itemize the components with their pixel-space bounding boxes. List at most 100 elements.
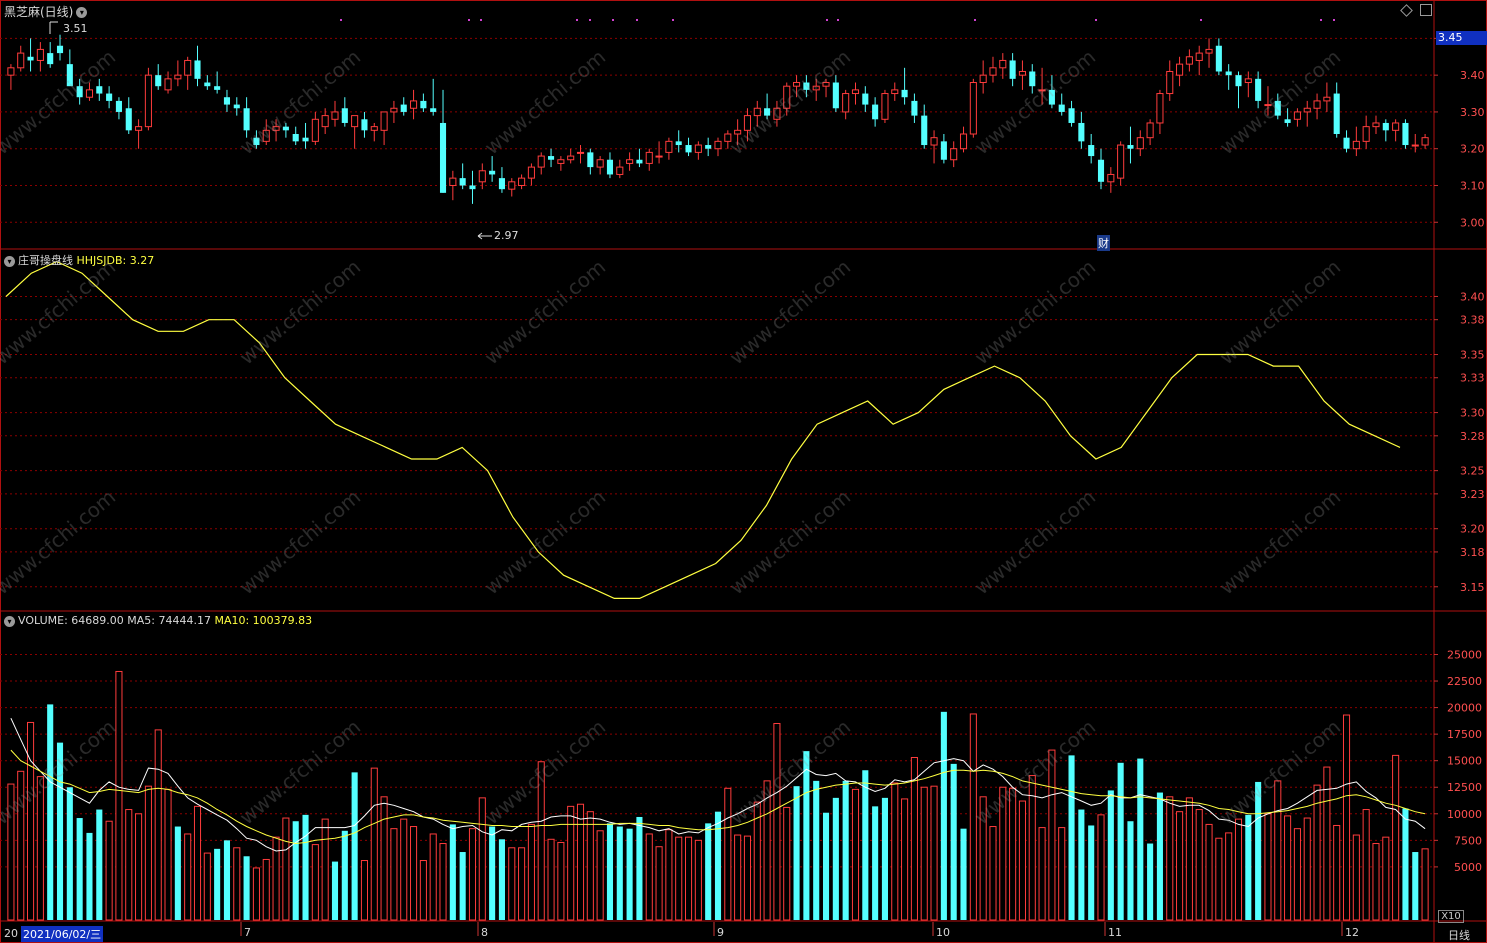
volume-bar	[763, 780, 771, 921]
dropdown-icon[interactable]: ▾	[76, 7, 88, 18]
volume-bar	[282, 817, 290, 921]
volume-bar	[803, 751, 810, 920]
candle-body	[537, 155, 545, 168]
candle	[27, 38, 34, 72]
candle-body	[1225, 71, 1232, 76]
candle-body	[969, 82, 977, 135]
finance-marker[interactable]: 财	[1097, 235, 1110, 251]
volume-bar	[1255, 781, 1262, 920]
candle	[1078, 111, 1085, 149]
volume-bar	[684, 836, 693, 921]
volume-bar	[1333, 824, 1341, 921]
candle-body	[685, 145, 692, 153]
candle-body	[243, 108, 250, 131]
candle-body	[1127, 145, 1134, 149]
candle-body	[645, 151, 653, 164]
candle	[204, 75, 211, 90]
candle-body	[56, 45, 64, 54]
indicator-dropdown-icon[interactable]: ▾	[4, 255, 15, 267]
candle-body	[292, 134, 299, 142]
volume-bar	[478, 797, 486, 921]
candle	[223, 89, 231, 112]
candle	[459, 163, 466, 190]
volume-tick-label: 20000	[1447, 702, 1482, 715]
indicator-tick-label: 3.23	[1460, 488, 1485, 501]
candle-body	[125, 108, 132, 131]
candle	[1215, 38, 1222, 76]
event-dot	[480, 19, 482, 21]
price-tick-label: 3.30	[1460, 106, 1485, 119]
candle-body	[822, 82, 830, 87]
indicator-header: ▾ 庄哥操盘线 HHJSJDB: 3.27	[4, 252, 154, 268]
candle	[812, 78, 820, 101]
indicator-tick-label: 3.33	[1460, 372, 1485, 385]
volume-bar	[1117, 762, 1124, 920]
volume-bar	[822, 812, 830, 920]
candle	[1009, 53, 1016, 87]
candle	[989, 56, 997, 83]
price-tick-label: 3.20	[1460, 143, 1485, 156]
candle	[1313, 93, 1321, 120]
candle	[862, 86, 869, 112]
volume-bar	[135, 813, 143, 921]
volume-bar	[144, 785, 152, 921]
volume-bar	[1018, 800, 1026, 921]
volume-bar	[851, 788, 860, 921]
candle	[508, 178, 516, 197]
candle	[292, 126, 299, 146]
volume-bar	[626, 828, 633, 920]
volume-bar	[576, 803, 585, 921]
candle	[1068, 100, 1075, 127]
window-box-icon[interactable]	[1420, 4, 1432, 16]
candle-body	[420, 100, 427, 109]
candle-body	[1343, 137, 1350, 149]
volume-bar	[115, 670, 123, 921]
candle	[420, 93, 427, 112]
candle	[56, 34, 64, 61]
candle-body	[66, 64, 73, 87]
candle-body	[576, 151, 585, 154]
volume-bar	[1195, 809, 1203, 921]
candle	[47, 42, 54, 68]
candle-body	[47, 53, 54, 65]
candle	[930, 130, 938, 164]
volume-tick-label: 10000	[1447, 808, 1482, 821]
candle-body	[115, 100, 122, 112]
candle-body	[1264, 104, 1272, 107]
event-dot	[826, 19, 828, 21]
volume-bar	[910, 757, 918, 921]
high-marker-label: 3.51	[63, 22, 88, 35]
volume-bar	[813, 780, 820, 920]
volume-bar	[950, 763, 957, 920]
candle-body	[1166, 70, 1174, 95]
candle	[302, 122, 309, 149]
candle	[527, 163, 535, 186]
candle	[783, 82, 791, 116]
candle-body	[783, 85, 791, 109]
candle	[361, 111, 368, 138]
indicator-name: 庄哥操盘线	[18, 254, 73, 267]
volume-bar	[734, 834, 742, 921]
candle-body	[1185, 56, 1193, 65]
volume-bar	[164, 788, 172, 921]
volume-dropdown-icon[interactable]: ▾	[4, 615, 15, 627]
candle	[390, 100, 398, 123]
candle	[764, 93, 771, 120]
volume-bar	[1323, 766, 1331, 921]
volume-bar	[36, 776, 44, 921]
candle-body	[705, 145, 712, 149]
candle	[1382, 119, 1389, 142]
candle	[125, 97, 132, 134]
candle-body	[174, 74, 182, 80]
candle-body	[76, 86, 83, 98]
volume-bar	[1068, 755, 1075, 920]
volume-bar	[321, 818, 329, 921]
candle	[214, 71, 221, 94]
candle	[1392, 119, 1400, 142]
candle	[1146, 119, 1154, 146]
candle	[155, 64, 162, 90]
candle	[606, 152, 614, 179]
candle-body	[302, 137, 309, 142]
volume-bar	[272, 836, 280, 921]
